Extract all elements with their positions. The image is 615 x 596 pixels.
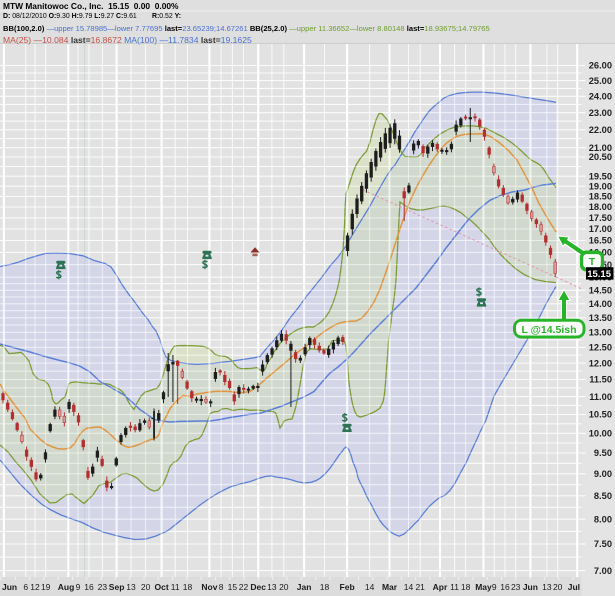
svg-text:Oct: Oct [155, 582, 169, 592]
svg-text:10.00: 10.00 [589, 429, 612, 439]
svg-text:13: 13 [542, 582, 552, 592]
svg-text:12.50: 12.50 [589, 343, 612, 353]
svg-text:16: 16 [84, 582, 94, 592]
svg-text:9.00: 9.00 [594, 469, 612, 479]
svg-text:11.50: 11.50 [589, 375, 612, 385]
svg-text:14.50: 14.50 [589, 286, 612, 296]
svg-text:13: 13 [126, 582, 136, 592]
svg-text:Apr: Apr [433, 582, 448, 592]
svg-text:Dec: Dec [250, 582, 266, 592]
svg-text:11: 11 [171, 582, 180, 592]
svg-text:20: 20 [279, 582, 289, 592]
svg-text:13.50: 13.50 [589, 313, 612, 323]
svg-text:23: 23 [98, 582, 108, 592]
svg-text:Nov: Nov [201, 582, 217, 592]
svg-text:15: 15 [228, 582, 238, 592]
svg-text:22: 22 [239, 582, 249, 592]
svg-text:Feb: Feb [340, 582, 355, 592]
svg-text:18: 18 [461, 582, 471, 592]
svg-text:17.50: 17.50 [589, 213, 612, 223]
svg-text:9: 9 [492, 582, 497, 592]
svg-text:Jul: Jul [568, 582, 580, 592]
svg-text:18: 18 [320, 582, 330, 592]
svg-text:16.50: 16.50 [589, 236, 612, 246]
svg-text:20: 20 [553, 582, 563, 592]
svg-text:13.00: 13.00 [589, 328, 612, 338]
svg-text:8: 8 [219, 582, 224, 592]
svg-text:Aug: Aug [58, 582, 75, 592]
svg-text:6: 6 [23, 582, 28, 592]
svg-text:14.00: 14.00 [589, 299, 612, 309]
svg-text:20.50: 20.50 [589, 152, 612, 162]
svg-text:Jan: Jan [297, 582, 312, 592]
svg-text:23: 23 [511, 582, 521, 592]
svg-text:11.00: 11.00 [589, 392, 612, 402]
svg-text:12.00: 12.00 [589, 358, 612, 368]
svg-text:10.50: 10.50 [589, 410, 612, 420]
svg-text:20: 20 [141, 582, 151, 592]
svg-text:15.15: 15.15 [587, 269, 611, 280]
svg-text:7.50: 7.50 [594, 539, 612, 549]
svg-text:14: 14 [404, 582, 414, 592]
svg-text:19.50: 19.50 [589, 171, 612, 181]
svg-text:24.00: 24.00 [589, 92, 612, 102]
svg-text:12: 12 [30, 582, 40, 592]
svg-text:18: 18 [183, 582, 193, 592]
svg-text:26.00: 26.00 [589, 61, 612, 71]
svg-text:8.00: 8.00 [594, 514, 612, 524]
svg-text:9.50: 9.50 [594, 448, 612, 458]
svg-text:May: May [475, 582, 492, 592]
svg-text:7.00: 7.00 [594, 566, 612, 576]
svg-text:L @14.5ish: L @14.5ish [522, 324, 577, 336]
svg-text:18.50: 18.50 [589, 192, 612, 202]
svg-text:14: 14 [365, 582, 375, 592]
svg-text:23.00: 23.00 [589, 108, 612, 118]
svg-text:19.00: 19.00 [589, 181, 612, 191]
svg-text:16: 16 [500, 582, 510, 592]
svg-text:22.00: 22.00 [589, 125, 612, 135]
svg-text:25.00: 25.00 [589, 76, 612, 86]
svg-text:17.00: 17.00 [589, 224, 612, 234]
svg-text:19: 19 [41, 582, 51, 592]
svg-text:11: 11 [450, 582, 459, 592]
svg-text:Jun: Jun [523, 582, 538, 592]
svg-text:8.50: 8.50 [594, 491, 612, 501]
svg-text:T: T [589, 256, 596, 268]
svg-text:13: 13 [267, 582, 277, 592]
svg-text:Jun: Jun [2, 582, 17, 592]
svg-text:9: 9 [76, 582, 81, 592]
svg-text:Mar: Mar [382, 582, 398, 592]
svg-text:21.00: 21.00 [589, 143, 612, 153]
svg-text:Sep: Sep [109, 582, 125, 592]
svg-text:18.00: 18.00 [589, 202, 612, 212]
svg-text:21: 21 [415, 582, 425, 592]
